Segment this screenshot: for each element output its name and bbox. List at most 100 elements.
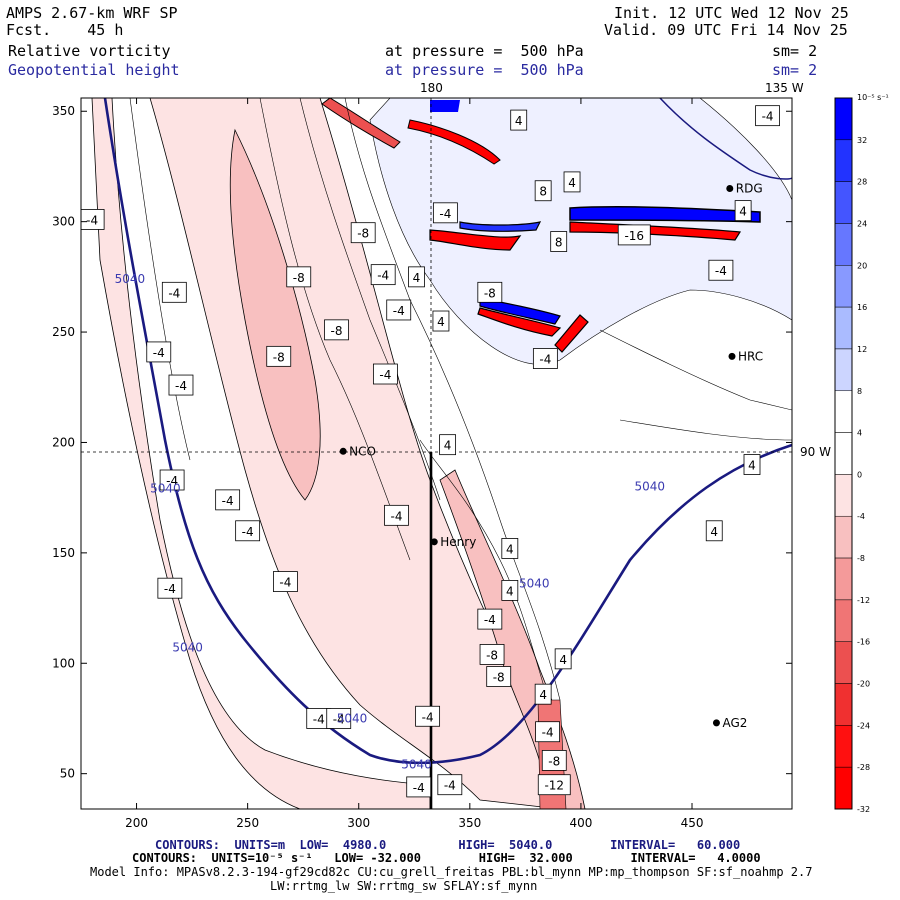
svg-text:4: 4 bbox=[515, 114, 523, 128]
height-contour-label: 5040 bbox=[337, 711, 368, 725]
vorticity-contour-label: -12 bbox=[537, 774, 571, 796]
station-dot bbox=[712, 719, 720, 727]
svg-text:-4: -4 bbox=[377, 269, 389, 283]
colorbar-tick-label: 0 bbox=[857, 470, 862, 479]
svg-text:4: 4 bbox=[739, 205, 747, 219]
svg-text:-4: -4 bbox=[279, 576, 291, 590]
colorbar-tick-label: 16 bbox=[857, 303, 867, 312]
vorticity-contour-label: -8 bbox=[477, 281, 503, 303]
vorticity-contour-label: 4 bbox=[408, 266, 425, 288]
colorbar-tick-label: 32 bbox=[857, 136, 867, 145]
smoothing-geopotential: sm= 2 bbox=[772, 61, 818, 79]
colorbar: 32 28 24 20 16 12 8 4 0 -4 -8 -12 -16 -20 -24 -28 -32 bbox=[834, 97, 870, 814]
colorbar-cell bbox=[834, 515, 853, 559]
height-contour-labels: 5040 5040 5040 5040 5040 5040 5040 bbox=[115, 272, 665, 772]
svg-text:-4: -4 bbox=[393, 304, 405, 318]
vorticity-contour-label: -4 bbox=[159, 469, 185, 491]
svg-text:-8: -8 bbox=[273, 350, 285, 364]
svg-text:-4: -4 bbox=[715, 264, 727, 278]
svg-text:8: 8 bbox=[555, 236, 563, 250]
vorticity-contour-label: -16 bbox=[617, 224, 651, 246]
svg-text:-8: -8 bbox=[357, 227, 369, 241]
vorticity-contour-label: -4 bbox=[157, 577, 183, 599]
colorbar-cell bbox=[834, 432, 853, 475]
y-tick-label: 250 bbox=[52, 325, 75, 339]
vorticity-contour-label: -4 bbox=[146, 341, 172, 363]
station-label: HRC bbox=[738, 349, 763, 363]
vorticity-contour-label: 4 bbox=[554, 648, 572, 670]
svg-text:4: 4 bbox=[710, 525, 718, 539]
vorticity-contour-label: -4 bbox=[370, 264, 396, 286]
vorticity-contour-label: -4 bbox=[532, 348, 558, 369]
station-dot bbox=[726, 185, 734, 193]
station-dot bbox=[339, 447, 347, 455]
colorbar-cell bbox=[834, 265, 853, 308]
colorbar-tick-label: 8 bbox=[857, 387, 862, 396]
svg-text:-8: -8 bbox=[484, 286, 496, 300]
height-contour-label: 5040 bbox=[519, 577, 550, 591]
y-tick-label: 150 bbox=[52, 546, 75, 560]
svg-text:4: 4 bbox=[506, 542, 514, 556]
vorticity-contour-label: -4 bbox=[708, 259, 734, 281]
svg-text:-4: -4 bbox=[86, 213, 98, 227]
vorticity-contour-label: -8 bbox=[486, 666, 512, 687]
vorticity-contour-label: -4 bbox=[437, 774, 463, 796]
svg-text:4: 4 bbox=[506, 584, 514, 598]
vorticity-contour-label: -8 bbox=[541, 750, 567, 771]
station-dot bbox=[728, 352, 736, 360]
y-tick-label: 50 bbox=[60, 767, 75, 781]
x-tick-label: 250 bbox=[236, 816, 259, 830]
colorbar-tick-label: 4 bbox=[857, 429, 862, 438]
svg-text:-4: -4 bbox=[153, 346, 165, 360]
vorticity-contour-label: -4 bbox=[235, 520, 261, 542]
vorticity-contour-label: -8 bbox=[479, 644, 505, 665]
svg-text:-4: -4 bbox=[164, 582, 176, 596]
height-contour-label: 5040 bbox=[115, 272, 146, 286]
vorticity-contour-lines bbox=[129, 98, 792, 701]
svg-text:4: 4 bbox=[444, 439, 452, 453]
vorticity-contour-label: 4 bbox=[501, 580, 519, 601]
vorticity-red-streak-4 bbox=[554, 314, 589, 353]
svg-text:-4: -4 bbox=[539, 353, 551, 367]
svg-text:-12: -12 bbox=[544, 779, 564, 793]
svg-text:-4: -4 bbox=[762, 110, 774, 124]
svg-text:-4: -4 bbox=[444, 779, 456, 793]
svg-text:4: 4 bbox=[413, 271, 421, 285]
colorbar-cell bbox=[834, 306, 853, 350]
vorticity-band-west bbox=[91, 98, 431, 809]
svg-text:-8: -8 bbox=[486, 648, 498, 662]
colorbar-tick-label: -16 bbox=[857, 638, 870, 647]
init-time: Init. 12 UTC Wed 12 Nov 25 bbox=[614, 4, 849, 22]
svg-text:-4: -4 bbox=[222, 494, 234, 508]
colorbar-cell bbox=[834, 766, 853, 810]
svg-text:-8: -8 bbox=[293, 271, 305, 285]
svg-text:-4: -4 bbox=[333, 712, 345, 726]
pressure-vorticity: at pressure = 500 hPa bbox=[385, 42, 584, 60]
svg-text:-16: -16 bbox=[624, 229, 644, 243]
svg-text:4: 4 bbox=[559, 653, 567, 667]
x-tick-label: 300 bbox=[347, 816, 370, 830]
station-label: RDG bbox=[736, 182, 763, 196]
vorticity-contour-label: -8 bbox=[324, 319, 349, 341]
x-tick-label: 350 bbox=[458, 816, 481, 830]
vorticity-contour-label: 4 bbox=[439, 434, 457, 456]
lon-135w-label: 135 W bbox=[765, 81, 804, 95]
vorticity-blue-streak-2 bbox=[459, 221, 542, 232]
colorbar-tick-label: -32 bbox=[857, 805, 870, 814]
vorticity-contour-label: -4 bbox=[372, 363, 398, 385]
svg-text:-8: -8 bbox=[493, 671, 505, 685]
vorticity-contour-label: 4 bbox=[501, 538, 519, 559]
vorticity-contour-label: -4 bbox=[81, 209, 105, 230]
svg-text:4: 4 bbox=[437, 315, 445, 329]
field-vorticity: Relative vorticity bbox=[8, 42, 171, 60]
colorbar-cell bbox=[834, 599, 853, 642]
valid-time: Valid. 09 UTC Fri 14 Nov 25 bbox=[604, 21, 848, 39]
colorbar-tick-label: -28 bbox=[857, 763, 870, 772]
svg-text:-4: -4 bbox=[413, 781, 425, 795]
colorbar-tick-label: 24 bbox=[857, 219, 867, 228]
vorticity-blue-streak-1 bbox=[569, 206, 761, 223]
contour-labels: -4 -4 -4 -4 -4 -4 -4 -4 -4 -4 -4 -4 -4 -4 -4 -4 -4 -4 -4 -4… bbox=[81, 105, 780, 798]
colorbar-cell bbox=[834, 348, 853, 392]
colorbar-cell bbox=[834, 557, 853, 601]
smoothing-vorticity: sm= 2 bbox=[772, 42, 818, 60]
